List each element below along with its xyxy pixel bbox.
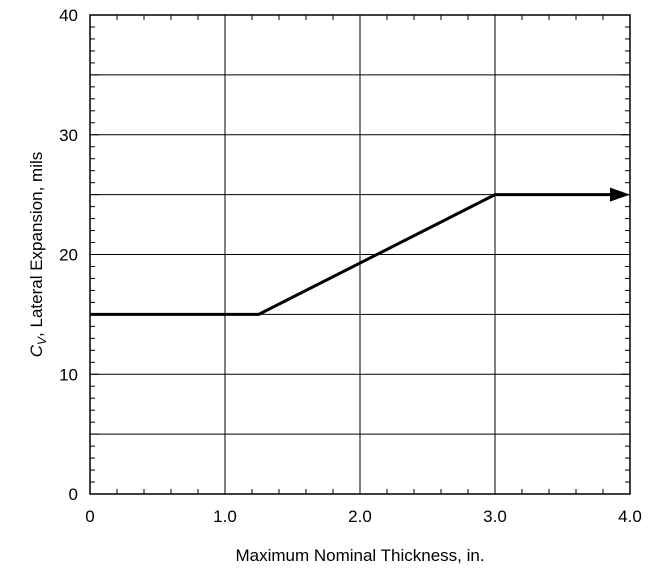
x-axis-title: Maximum Nominal Thickness, in. <box>235 546 484 565</box>
x-tick-label: 3.0 <box>483 507 507 526</box>
x-tick-label: 2.0 <box>348 507 372 526</box>
x-tick-label: 4.0 <box>618 507 642 526</box>
plot-frame <box>89 14 631 495</box>
y-axis-label-rest: , Lateral Expansion, mils <box>27 152 46 337</box>
y-axis-title: CV, Lateral Expansion, mils <box>27 152 49 358</box>
y-tick-label: 40 <box>59 6 78 25</box>
y-tick-label: 0 <box>69 485 78 504</box>
series-arrowhead <box>610 187 630 202</box>
y-tick-label: 30 <box>59 126 78 145</box>
y-axis-subscript: V <box>35 336 49 345</box>
y-tick-labels: 0 10 20 30 40 <box>59 6 78 504</box>
grid-lines <box>90 15 630 494</box>
y-tick-label: 20 <box>59 246 78 265</box>
x-tick-label: 0 <box>85 507 94 526</box>
x-tick-labels: 0 1.0 2.0 3.0 4.0 <box>85 507 642 526</box>
x-tick-label: 1.0 <box>213 507 237 526</box>
y-tick-label: 10 <box>59 365 78 384</box>
series-line <box>90 193 614 316</box>
series-layer <box>90 187 630 316</box>
y-axis-symbol: C <box>27 344 46 357</box>
